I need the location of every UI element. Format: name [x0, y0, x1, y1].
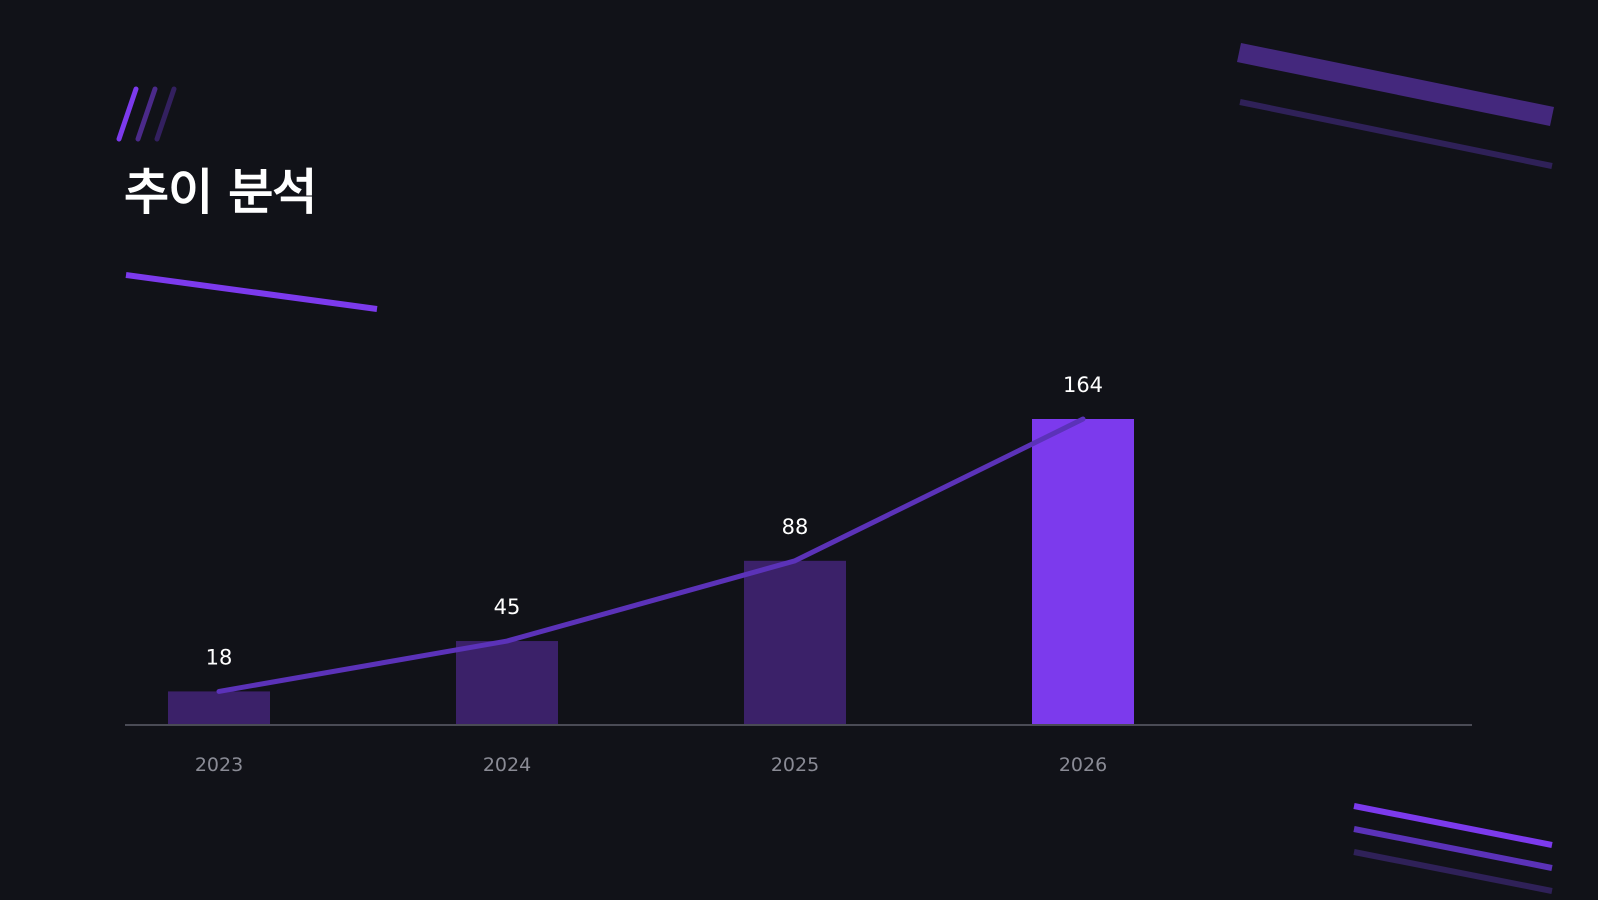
value-label-2023: 18: [206, 645, 233, 669]
title-underline: [125, 272, 378, 312]
value-label-2025: 88: [782, 515, 809, 539]
value-label-2024: 45: [494, 595, 521, 619]
trend-line: [216, 416, 1086, 694]
x-tick-label-2025: 2025: [771, 754, 819, 776]
x-tick-label-2026: 2026: [1059, 754, 1107, 776]
bar-2024: [456, 641, 558, 725]
value-label-2026: 164: [1063, 373, 1103, 397]
x-tick-label-2024: 2024: [483, 754, 531, 776]
corner-band-top-right: [1237, 43, 1554, 126]
slash-mark-icon: [116, 86, 177, 142]
x-tick-label-2023: 2023: [195, 754, 243, 776]
corner-stripes-bottom-right: [1353, 803, 1553, 894]
corner-line-top-right: [1239, 99, 1553, 169]
bar-2023: [168, 691, 270, 725]
bar-2026: [1032, 419, 1134, 725]
page-title: 추이 분석: [124, 164, 317, 221]
bar-2025: [744, 560, 846, 725]
